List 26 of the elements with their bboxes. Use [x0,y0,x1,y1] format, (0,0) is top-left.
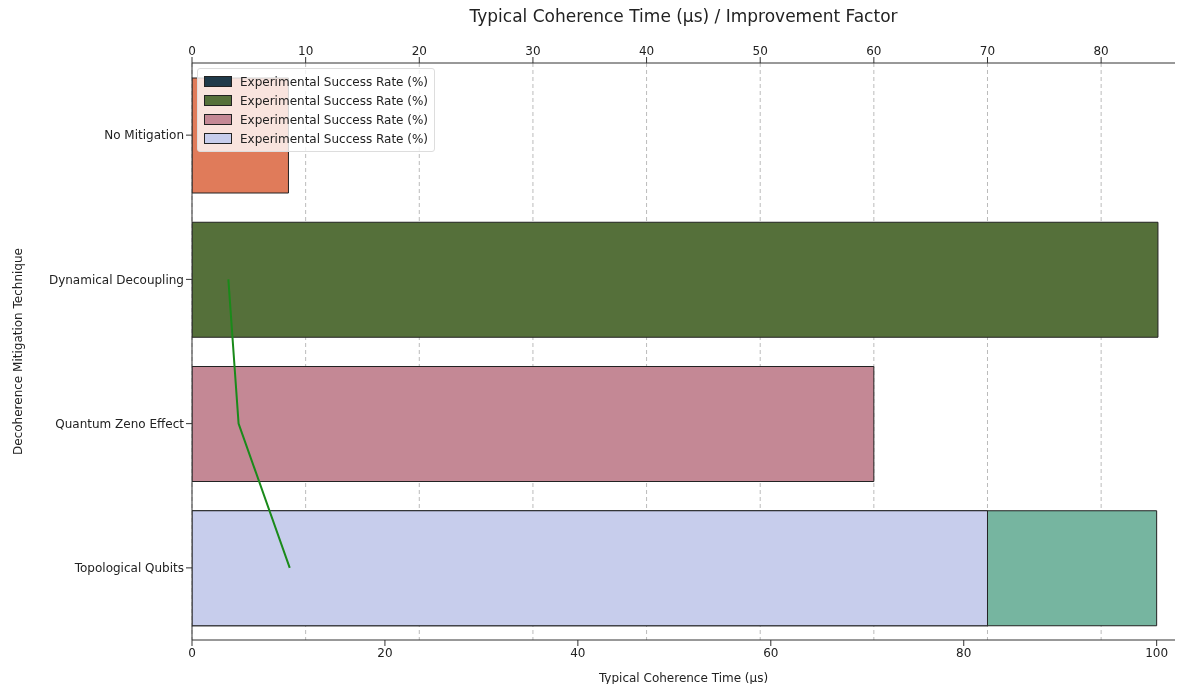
text: Experimental Success Rate (%) [240,93,429,108]
legend-label: Experimental Success Rate (%) [240,131,429,146]
x2-tick-label: 60 [866,44,882,58]
x-tick-label: 40 [570,645,586,660]
x2-tick-label: 40 [638,44,655,58]
x2-axis-title: Typical Coherence Time (μs) / Improvement Factor [468,6,898,27]
y-tick-label: Topological Qubits [73,561,184,576]
y-tick-label: Quantum Zeno Effect [55,416,185,431]
text: Experimental Success Rate (%) [240,112,429,127]
x2-tick-label: 80 [1093,44,1109,58]
text: Experimental Success Rate (%) [240,74,429,89]
x2-tick-label: 10 [298,44,314,58]
x-tick-label: 0 [188,645,196,660]
x2-tick-label: 50 [752,44,768,58]
x-tick-label: 20 [377,645,393,660]
x2-tick-label: 30 [525,44,541,58]
x2-tick-label: 70 [979,44,996,58]
y-tick-label: No Mitigation [104,128,184,143]
x-tick-label: 80 [956,645,972,660]
y-axis-title: Decoherence Mitigation Technique [11,248,26,455]
x-tick-label: 100 [1145,645,1169,660]
x-tick-label: 60 [763,645,779,660]
x2-tick-label: 0 [188,44,196,58]
y-tick-label: Dynamical Decoupling [48,272,184,287]
x-axis-title: Typical Coherence Time (μs) [597,671,769,684]
x2-tick-label: 20 [411,44,427,58]
